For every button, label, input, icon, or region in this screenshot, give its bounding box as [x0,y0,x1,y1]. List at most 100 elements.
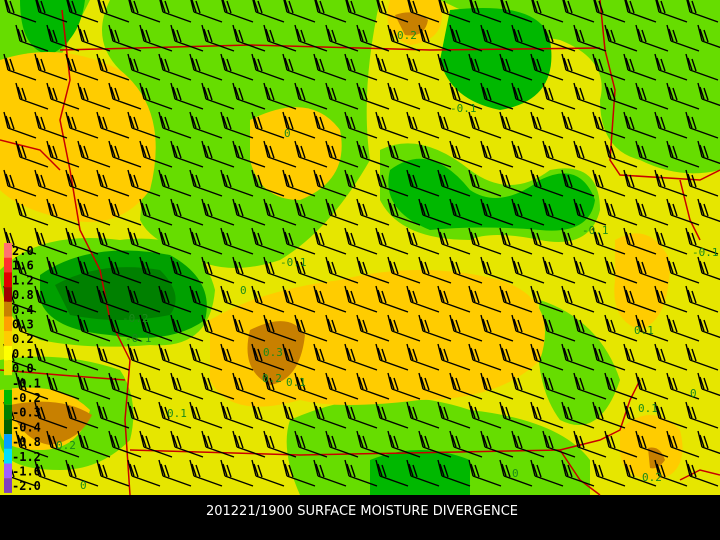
wind-barb [437,111,471,139]
wind-barb [325,140,359,168]
legend-label: 1.2 [12,273,34,287]
wind-barb [654,227,688,255]
wind-barb [251,401,285,429]
wind-barb [251,285,285,313]
wind-barb [344,285,378,313]
wind-barb [189,459,223,487]
wind-barb [313,169,347,197]
wind-barb [686,0,719,23]
wind-barb [499,285,533,313]
wind-barb [46,372,80,400]
wind-barb [282,459,316,487]
wind-barb [46,314,80,342]
wind-barb [480,372,514,400]
wind-barb [592,111,626,139]
wind-barb [604,24,638,52]
wind-barb [251,53,285,81]
wind-barb [530,111,564,139]
wind-barb [96,227,130,255]
legend-swatch [4,345,12,361]
wind-barb [251,343,285,371]
wind-barb [623,227,657,255]
wind-barb [499,111,533,139]
wind-barb [499,459,533,487]
legend-label: 0.2 [12,332,34,346]
wind-barb [77,198,111,226]
wind-barb [108,198,142,226]
wind-barb [635,256,669,284]
wind-barb [35,0,68,23]
wind-barb [561,343,595,371]
wind-barb [232,82,266,110]
wind-barb [635,430,669,458]
wind-barb [108,430,142,458]
wind-barb [418,430,452,458]
legend-label: 0.8 [12,288,34,302]
wind-barb [480,82,514,110]
wind-barb [263,198,297,226]
wind-barb [108,314,142,342]
wind-barb [697,314,720,339]
legend-label: -0.3 [12,406,41,420]
wind-barb [623,111,657,139]
wind-barb [635,140,669,168]
legend-swatch [4,272,12,288]
wind-barb [449,256,483,284]
wind-barb [232,24,266,52]
wind-barb [325,372,359,400]
wind-barb [697,256,720,281]
wind-barb [220,227,254,255]
wind-barb [604,140,638,168]
legend-swatch [4,360,12,376]
wind-barb [375,169,409,197]
wind-barb [666,256,700,284]
wind-barb [170,314,204,342]
wind-barb [96,285,130,313]
wind-barb [697,372,720,397]
wind-barb [499,53,533,81]
wind-barb [158,169,192,197]
wind-barb [406,285,440,313]
wind-barb [375,459,409,487]
contour-label: 0 [240,284,247,297]
wind-barb [592,53,626,81]
wind-barb [685,227,719,255]
wind-barb [356,372,390,400]
wind-barb [294,24,328,52]
legend-label: -2.0 [12,479,41,493]
wind-barb [294,314,328,342]
wind-barb [511,24,545,52]
wind-barb [325,430,359,458]
wind-barb [313,285,347,313]
wind-barb [294,256,328,284]
wind-barb [375,343,409,371]
wind-barb [356,82,390,110]
wind-barb [15,372,49,400]
wind-barb [654,401,688,429]
wind-barb [313,343,347,371]
wind-barb [499,169,533,197]
legend-swatch [4,257,12,273]
contour-label: 0.2 [56,439,76,452]
wind-barb [34,401,68,429]
wind-barb [623,459,657,487]
wind-barb [511,372,545,400]
wind-barb [189,169,223,197]
wind-barb [511,256,545,284]
wind-barb [139,82,173,110]
contour-label: 0 [512,467,519,480]
wind-barb [3,53,37,81]
wind-barb [325,198,359,226]
wind-barb [189,53,223,81]
wind-barb [127,343,161,371]
wind-barb [232,430,266,458]
wind-barb [158,401,192,429]
wind-barb [170,430,204,458]
wind-barb [449,82,483,110]
wind-barb [313,459,347,487]
wind-barb [344,459,378,487]
wind-barb [294,430,328,458]
wind-barb [561,401,595,429]
wind-barb [604,372,638,400]
wind-barb [511,314,545,342]
